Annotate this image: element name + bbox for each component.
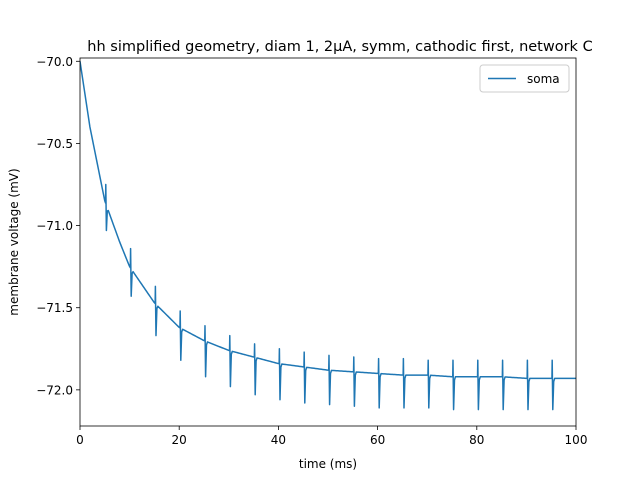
y-tick-label: −71.0 [36, 219, 73, 233]
legend-label-soma: soma [527, 72, 560, 86]
plot-area [80, 58, 576, 426]
axes-layer [79, 57, 577, 427]
x-tick-label: 20 [172, 433, 187, 447]
x-tick-label: 60 [370, 433, 385, 447]
y-tick-label: −70.5 [36, 137, 73, 151]
chart-title: hh simplified geometry, diam 1, 2µA, sym… [87, 39, 592, 55]
x-tick-label: 0 [76, 433, 84, 447]
ticks-layer: 0 20 40 60 80 100 −70.0 −70.5 −71.0 −71.5 −72.0 [36, 55, 587, 447]
series-layer [80, 61, 576, 411]
y-tick-label: −71.5 [36, 301, 73, 315]
x-tick-label: 80 [469, 433, 484, 447]
x-axis-label: time (ms) [299, 457, 357, 471]
axes-frame [79, 57, 577, 427]
y-axis-label: membrane voltage (mV) [7, 168, 21, 315]
x-tick-label: 40 [271, 433, 286, 447]
legend-box [479, 64, 570, 93]
x-tick-label: 100 [565, 433, 588, 447]
y-tick-label: −70.0 [36, 55, 73, 69]
legend: soma [479, 64, 570, 93]
y-tick-label: −72.0 [36, 383, 73, 397]
series-line-soma [80, 61, 576, 411]
